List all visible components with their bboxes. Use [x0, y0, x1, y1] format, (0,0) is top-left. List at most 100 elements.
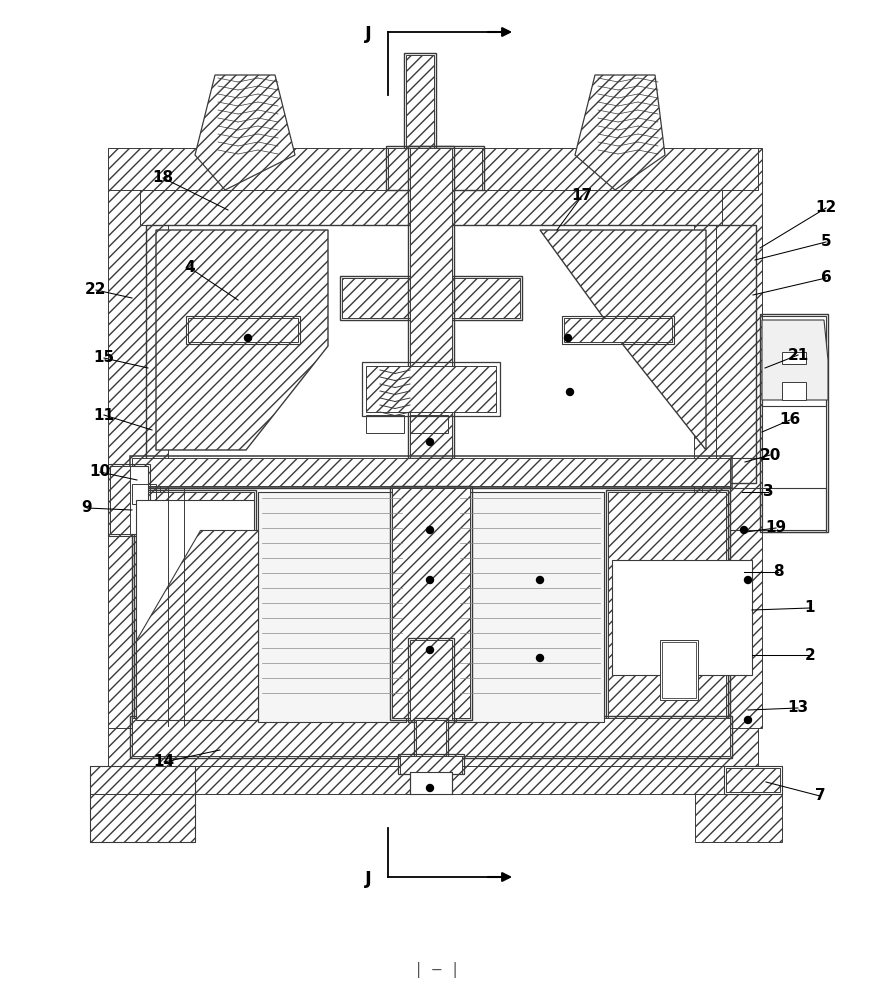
Bar — [136, 492, 254, 720]
Text: 1: 1 — [805, 600, 815, 615]
Bar — [186, 316, 300, 344]
Circle shape — [566, 388, 573, 395]
Bar — [606, 490, 728, 722]
Text: 22: 22 — [86, 282, 107, 298]
Bar — [258, 492, 406, 722]
Bar — [398, 754, 464, 774]
Bar — [660, 640, 698, 700]
Circle shape — [427, 438, 434, 446]
Bar — [406, 55, 434, 153]
Text: 10: 10 — [89, 464, 111, 480]
Bar — [564, 318, 672, 342]
Bar — [694, 225, 716, 730]
Bar — [90, 794, 195, 842]
Bar — [388, 148, 482, 190]
Text: 9: 9 — [81, 500, 93, 516]
Bar — [132, 484, 156, 504]
Circle shape — [427, 576, 434, 584]
Bar — [724, 766, 782, 794]
Bar — [188, 318, 298, 342]
Bar — [410, 148, 452, 458]
Bar — [132, 718, 730, 756]
Polygon shape — [575, 75, 665, 190]
Bar — [410, 772, 452, 794]
Bar — [608, 492, 726, 720]
Bar — [762, 316, 826, 530]
Bar — [132, 486, 160, 504]
Bar — [392, 488, 470, 718]
Bar — [340, 276, 522, 320]
Bar — [108, 148, 146, 728]
Bar — [390, 486, 472, 720]
Bar — [132, 458, 730, 486]
Text: 15: 15 — [94, 351, 114, 365]
Text: 14: 14 — [154, 754, 175, 770]
Circle shape — [740, 526, 747, 534]
Bar — [342, 278, 520, 318]
Circle shape — [537, 654, 544, 662]
Bar — [146, 225, 756, 483]
Text: 2: 2 — [805, 648, 815, 662]
Circle shape — [427, 647, 434, 654]
Text: 6: 6 — [821, 270, 831, 286]
Text: | — |: | — | — [414, 962, 460, 978]
Bar — [136, 500, 254, 710]
Polygon shape — [195, 75, 295, 190]
Text: 21: 21 — [787, 348, 808, 362]
Bar — [386, 146, 484, 190]
Bar — [695, 794, 782, 842]
Text: 12: 12 — [815, 200, 836, 216]
Circle shape — [537, 576, 544, 584]
Polygon shape — [156, 230, 328, 450]
Polygon shape — [540, 230, 706, 450]
Bar — [130, 716, 732, 758]
Bar — [410, 415, 448, 433]
Circle shape — [745, 576, 752, 584]
Bar — [400, 756, 462, 774]
Bar — [702, 486, 730, 504]
Text: 3: 3 — [763, 485, 773, 499]
Circle shape — [745, 716, 752, 724]
Bar — [414, 718, 448, 770]
Bar — [760, 314, 828, 532]
Bar — [134, 490, 256, 722]
Text: 11: 11 — [94, 408, 114, 422]
Polygon shape — [136, 530, 258, 720]
Polygon shape — [762, 320, 828, 400]
Bar — [762, 488, 826, 532]
Circle shape — [245, 334, 252, 342]
Bar — [782, 352, 806, 364]
Bar — [416, 720, 446, 768]
Text: 20: 20 — [760, 448, 780, 462]
Bar — [562, 316, 674, 344]
Bar — [366, 366, 496, 412]
Bar — [716, 148, 762, 728]
Text: 5: 5 — [821, 234, 831, 249]
Text: 19: 19 — [766, 520, 787, 536]
Bar — [130, 456, 732, 488]
Circle shape — [565, 334, 572, 342]
Bar — [408, 146, 454, 458]
Text: 8: 8 — [773, 564, 783, 580]
Bar — [108, 148, 758, 190]
Text: 17: 17 — [572, 188, 593, 204]
Bar — [662, 642, 696, 698]
Bar — [404, 53, 436, 153]
Bar — [146, 225, 168, 730]
Bar — [108, 728, 758, 766]
Text: J: J — [364, 25, 371, 43]
Bar — [132, 488, 730, 726]
Bar — [140, 190, 722, 225]
Text: 18: 18 — [152, 170, 174, 186]
Text: 4: 4 — [184, 260, 195, 275]
Bar — [612, 560, 752, 675]
Bar — [362, 362, 500, 416]
Text: 13: 13 — [787, 700, 808, 716]
Bar — [366, 415, 404, 433]
Bar — [456, 492, 604, 722]
Text: J: J — [364, 870, 371, 888]
Bar — [762, 354, 826, 406]
Circle shape — [427, 784, 434, 792]
Text: 16: 16 — [780, 412, 801, 428]
Bar — [108, 464, 150, 536]
